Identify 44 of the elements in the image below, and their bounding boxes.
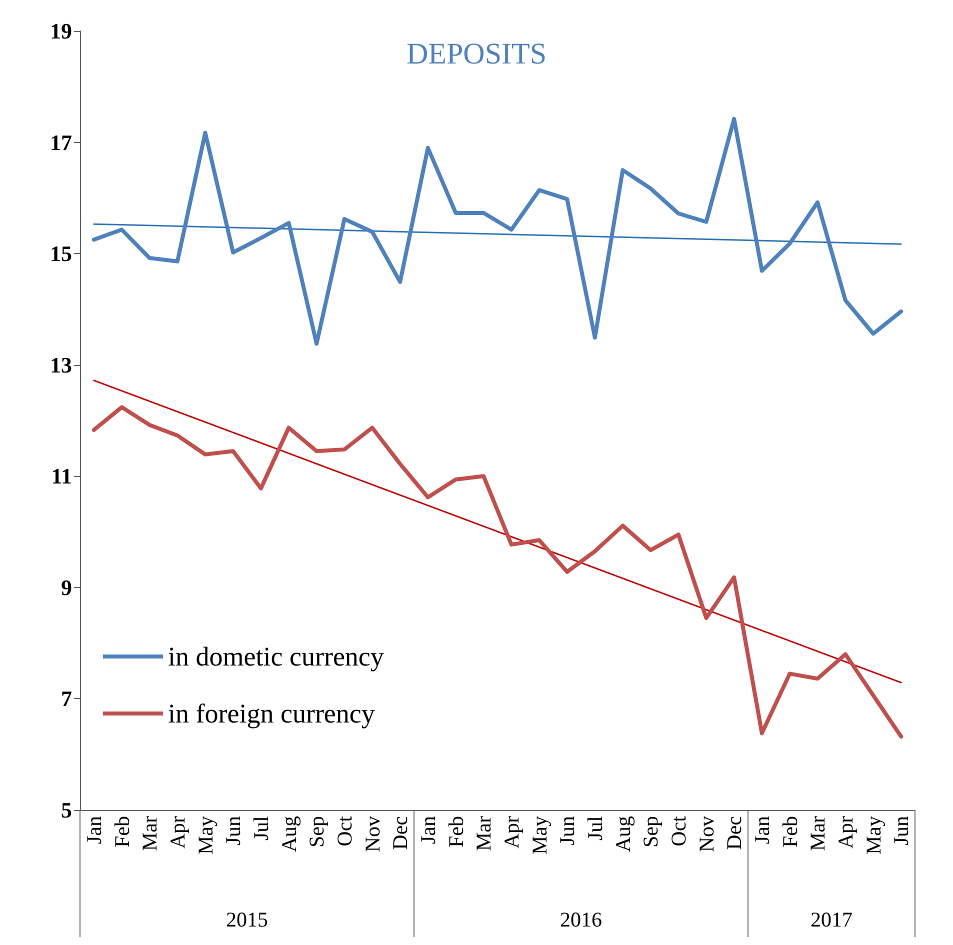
x-tick-label: Dec bbox=[722, 816, 746, 850]
y-tick-label: 17 bbox=[50, 130, 72, 155]
x-tick-label: Oct bbox=[666, 816, 690, 846]
x-tick-label: May bbox=[861, 816, 886, 854]
x-tick-label: Jan bbox=[82, 816, 106, 844]
x-tick-label: Dec bbox=[388, 816, 412, 850]
x-tick-label: May bbox=[527, 816, 552, 854]
legend-label: in dometic currency bbox=[168, 642, 384, 672]
text: 2017 bbox=[810, 908, 852, 932]
x-tick-label: Jan bbox=[750, 816, 774, 844]
x-tick-label: Aug bbox=[610, 816, 635, 852]
text: 2016 bbox=[560, 908, 602, 932]
text: 2015 bbox=[226, 908, 268, 932]
x-tick-label: Aug bbox=[276, 816, 301, 852]
x-tick-label: Feb bbox=[778, 816, 802, 848]
x-tick-label: Apr bbox=[165, 816, 190, 849]
x-tick-label: Apr bbox=[833, 816, 858, 849]
x-tick-label: Jan bbox=[416, 816, 440, 844]
y-tick-label: 13 bbox=[50, 352, 72, 378]
y-tick-label: 19 bbox=[50, 18, 72, 44]
x-tick-label: Jul bbox=[248, 816, 273, 841]
x-tick-label: Jul bbox=[582, 816, 607, 841]
x-tick-label: Mar bbox=[138, 816, 162, 851]
y-tick-label: 7 bbox=[61, 686, 72, 712]
x-tick-label: Feb bbox=[110, 816, 134, 848]
x-tick-label: Nov bbox=[694, 816, 718, 852]
x-tick-label: Oct bbox=[332, 816, 356, 846]
x-tick-label: Jun bbox=[221, 816, 246, 846]
x-tick-label: May bbox=[193, 816, 218, 854]
x-tick-label: Jun bbox=[889, 816, 914, 846]
y-tick-label: 9 bbox=[61, 574, 72, 600]
x-tick-label: Apr bbox=[499, 816, 524, 849]
x-tick-label: Jun bbox=[555, 816, 580, 846]
y-tick-label: 11 bbox=[51, 464, 72, 489]
x-tick-label: Sep bbox=[638, 816, 663, 848]
legend-label: in foreign currency bbox=[168, 698, 376, 728]
chart-title: DEPOSITS bbox=[406, 38, 547, 70]
y-tick-label: 5 bbox=[61, 798, 72, 822]
y-tick-label: 15 bbox=[50, 241, 72, 266]
x-tick-label: Nov bbox=[360, 816, 384, 852]
x-tick-label: Mar bbox=[472, 816, 496, 851]
x-tick-label: Feb bbox=[444, 816, 468, 848]
x-tick-label: Sep bbox=[304, 816, 329, 848]
x-tick-label: Mar bbox=[806, 816, 830, 851]
